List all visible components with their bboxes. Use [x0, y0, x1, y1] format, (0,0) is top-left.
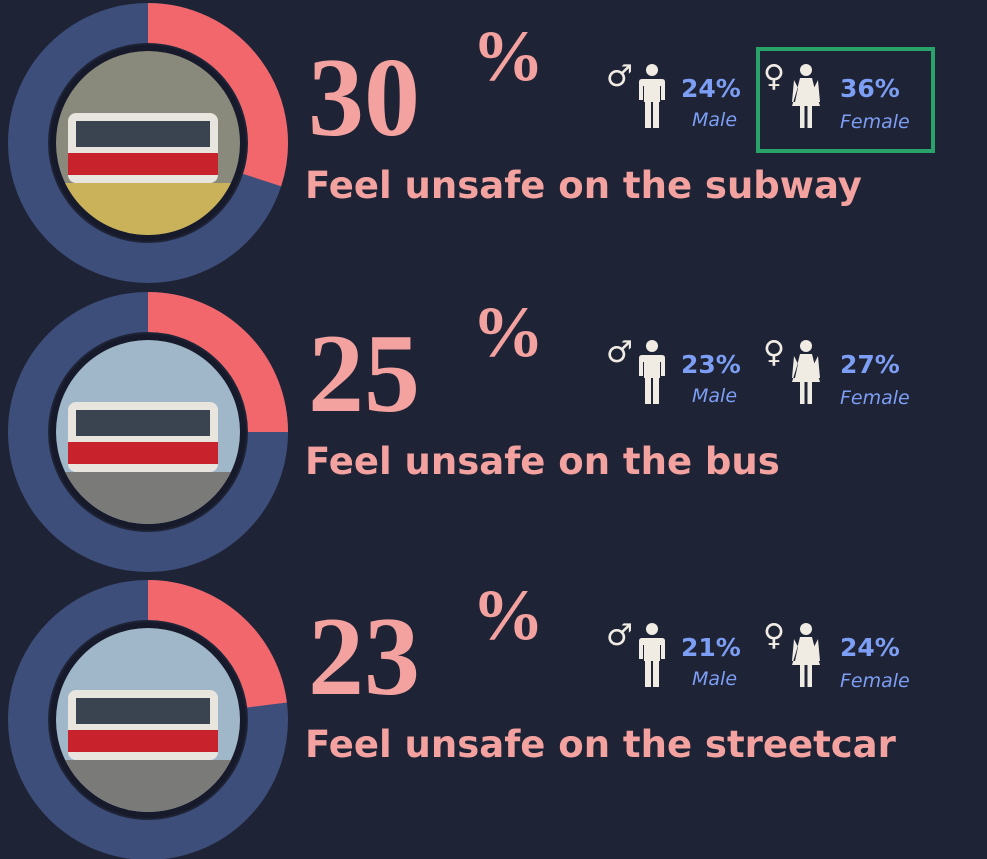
photo	[50, 45, 246, 241]
leg	[645, 102, 651, 128]
caption: Feel unsafe on the subway	[305, 164, 862, 207]
leg	[800, 382, 805, 404]
big-percent: 23	[308, 595, 420, 719]
male-label: Male	[692, 668, 737, 690]
percent-sign: %	[472, 575, 544, 655]
female-unit: %	[875, 350, 900, 379]
female-value: 27	[840, 350, 875, 379]
leg	[808, 665, 813, 687]
female-unit: %	[875, 74, 900, 103]
female-percent: 36%	[840, 74, 900, 103]
vehicle-stripe	[68, 442, 218, 464]
female-value: 36	[840, 74, 875, 103]
male-label: Male	[692, 109, 737, 131]
male-percent: 24%	[681, 74, 741, 103]
leg	[653, 102, 659, 128]
big-percent: 25	[308, 312, 420, 436]
page: 30% Feel unsafe on the subway ♂ 24% Male ♀ 36%…	[0, 0, 987, 859]
female-percent: 24%	[840, 633, 900, 662]
male-percent: 21%	[681, 633, 741, 662]
female-symbol: ♀	[763, 59, 785, 94]
male-unit: %	[716, 350, 741, 379]
male-percent: 23%	[681, 350, 741, 379]
vehicle-stripe	[68, 153, 218, 175]
female-label: Female	[840, 387, 910, 409]
male-value: 21	[681, 633, 716, 662]
leg	[808, 382, 813, 404]
vehicle-window	[76, 698, 210, 724]
photo	[50, 334, 246, 530]
head	[800, 64, 812, 76]
male-symbol: ♂	[606, 59, 633, 94]
male-symbol: ♂	[606, 335, 633, 370]
leg	[645, 661, 651, 687]
leg	[808, 106, 813, 128]
big-percent: 30	[308, 36, 420, 160]
leg	[800, 665, 805, 687]
male-value: 24	[681, 74, 716, 103]
leg	[645, 378, 651, 404]
caption: Feel unsafe on the bus	[305, 440, 780, 483]
male-unit: %	[716, 74, 741, 103]
female-unit: %	[875, 633, 900, 662]
female-label: Female	[840, 670, 910, 692]
caption: Feel unsafe on the streetcar	[305, 723, 897, 766]
infographic: 30% Feel unsafe on the subway ♂ 24% Male ♀ 36%…	[0, 0, 987, 859]
female-percent: 27%	[840, 350, 900, 379]
body	[639, 79, 665, 102]
head	[646, 340, 658, 352]
head	[646, 623, 658, 635]
vehicle-window	[76, 410, 210, 436]
head	[646, 64, 658, 76]
vehicle-window	[76, 121, 210, 147]
male-unit: %	[716, 633, 741, 662]
percent-sign: %	[472, 292, 544, 372]
percent-sign: %	[472, 16, 544, 96]
female-symbol: ♀	[763, 618, 785, 653]
head	[800, 340, 812, 352]
head	[800, 623, 812, 635]
leg	[653, 378, 659, 404]
photo	[50, 622, 246, 818]
vehicle-stripe	[68, 730, 218, 752]
male-symbol: ♂	[606, 618, 633, 653]
body	[639, 638, 665, 661]
female-value: 24	[840, 633, 875, 662]
male-value: 23	[681, 350, 716, 379]
leg	[800, 106, 805, 128]
leg	[653, 661, 659, 687]
body	[639, 355, 665, 378]
male-label: Male	[692, 385, 737, 407]
female-label: Female	[840, 111, 910, 133]
female-symbol: ♀	[763, 335, 785, 370]
